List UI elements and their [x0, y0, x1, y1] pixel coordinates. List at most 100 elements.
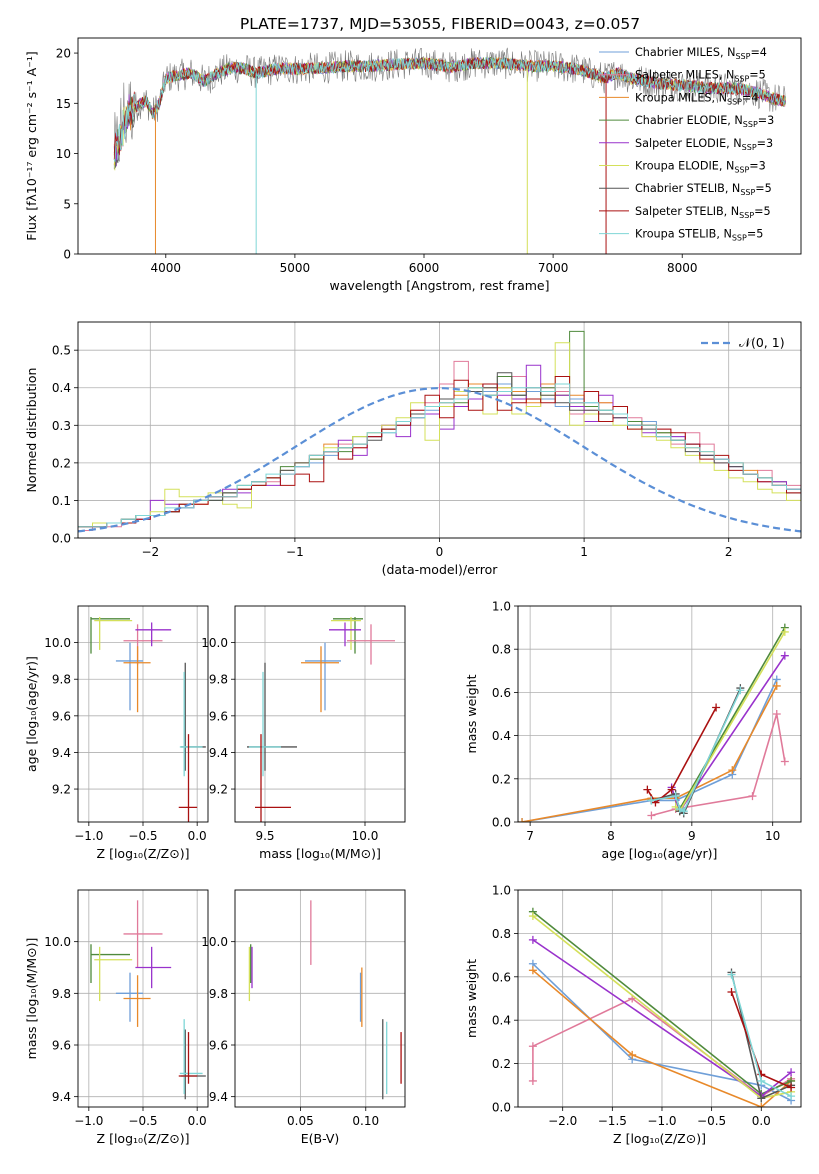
- panel-mass_vs_EBV: 0.05 0.10 9.4 9.6 9.8 10.0 E(B-V): [201, 889, 406, 1146]
- x-tick-label: −1: [286, 545, 304, 559]
- legend-entry-sub: SSP: [727, 97, 742, 106]
- panel-residuals: −2 −1 0 1 2 0.0 0.1 0.2 0.3 0.4 0.5 (data-model)/er…: [24, 321, 802, 577]
- legend-entry: Kroupa STELIB, NSSP=5: [635, 228, 763, 243]
- x-tick-label: 8: [607, 829, 615, 843]
- x-tick-label: −2.0: [548, 1114, 577, 1128]
- axes-frame: [234, 605, 406, 823]
- x-axis-label: Z [log₁₀(Z/Z⊙)]: [97, 1131, 190, 1146]
- legend-entry-suffix: =3: [749, 160, 766, 173]
- panel-weight_vs_age: 7 8 9 10 0.0 0.2 0.4 0.6 0.8 1.0 age [log₁₀(age/yr…: [464, 600, 802, 861]
- legend-entry-sub: SSP: [743, 120, 758, 129]
- panel-mass_vs_Z: −1.0 −0.5 0.0 9.4 9.6 9.8 10.0 Z [log₁₀(Z/Z⊙)] m…: [24, 889, 209, 1146]
- legend-entry-suffix: =3: [757, 137, 774, 150]
- x-tick-label: 0: [436, 545, 444, 559]
- legend-entry-suffix: =4: [742, 91, 759, 104]
- y-tick-label: 9.8: [52, 987, 71, 1001]
- plot-area-weight_vs_age: [518, 623, 789, 822]
- x-tick-label: 0.0: [188, 1114, 207, 1128]
- y-tick-label: 0.3: [52, 419, 71, 433]
- y-tick-label: 0.4: [492, 1014, 511, 1028]
- y-tick-label: 9.6: [52, 1039, 71, 1053]
- y-tick-label: 9.6: [209, 709, 228, 723]
- x-tick-label: 7: [526, 829, 534, 843]
- weight-marker: [671, 792, 680, 801]
- legend-entry-name: Chabrier MILES, N: [635, 46, 735, 59]
- weight-marker: [647, 811, 656, 820]
- y-axis-label: mass [log₁₀(M/M⊙)]: [24, 938, 39, 1060]
- plot-area-residuals: [78, 330, 801, 533]
- legend-entry-name: Salpeter STELIB, N: [635, 205, 739, 218]
- x-tick-label: 2: [725, 545, 733, 559]
- y-tick-label: 5: [63, 197, 71, 211]
- weight-marker: [728, 766, 737, 775]
- x-tick-label: −1.0: [647, 1114, 676, 1128]
- x-tick-label: 5000: [280, 261, 311, 275]
- axes-frame: [517, 889, 802, 1108]
- weight-marker: [518, 818, 527, 822]
- weight-line: [532, 969, 792, 1107]
- x-tick-label: 0.0: [752, 1114, 771, 1128]
- legend-entry-name: Kroupa MILES, N: [635, 91, 727, 104]
- y-tick-label: 9.6: [209, 1039, 228, 1053]
- x-tick-label: −1.5: [598, 1114, 627, 1128]
- weight-marker: [528, 966, 537, 975]
- axes-frame: [517, 605, 802, 823]
- x-tick-label: 0.10: [352, 1114, 379, 1128]
- weight-marker: [736, 686, 745, 695]
- y-axis-label: mass weight: [464, 959, 479, 1038]
- weight-marker: [528, 1076, 537, 1085]
- x-axis-label: mass [log₁₀(M/M⊙)]: [259, 846, 381, 861]
- y-tick-label: 9.6: [52, 709, 71, 723]
- weight-marker: [628, 1050, 637, 1059]
- weight-marker: [757, 1076, 766, 1085]
- x-tick-label: 8000: [667, 261, 698, 275]
- weight-marker: [772, 710, 781, 718]
- legend-entry-sub: SSP: [735, 52, 750, 61]
- y-tick-label: 9.4: [52, 746, 71, 760]
- legend-entry-sub: SSP: [734, 166, 749, 175]
- figure-title: PLATE=1737, MJD=53055, FIBERID=0043, z=0…: [240, 15, 640, 33]
- weight-marker: [780, 757, 789, 766]
- y-tick-label: 0.2: [492, 772, 511, 786]
- legend-entry-suffix: =5: [749, 69, 766, 82]
- legend-entry: 𝒩(0, 1): [739, 335, 785, 350]
- y-tick-label: 9.8: [209, 987, 228, 1001]
- y-tick-label: 0.0: [492, 1101, 511, 1115]
- y-tick-label: 0.4: [52, 381, 71, 395]
- x-tick-label: −2: [141, 545, 159, 559]
- x-tick-label: −0.5: [697, 1114, 726, 1128]
- legend-entry-name: Kroupa STELIB, N: [635, 228, 732, 241]
- weight-marker: [727, 970, 736, 979]
- legend-entry-suffix: =5: [755, 182, 772, 195]
- weight-marker: [528, 912, 537, 921]
- legend-entry-sub: SSP: [742, 143, 757, 152]
- axes-frame: [77, 321, 802, 539]
- legend-entry-suffix: =5: [754, 205, 771, 218]
- y-tick-label: 0.8: [492, 927, 511, 941]
- x-tick-label: −1.0: [74, 829, 103, 843]
- y-tick-label: 10.0: [201, 935, 228, 949]
- legend-entry-name: Chabrier ELODIE, N: [635, 114, 743, 127]
- y-tick-label: 0.8: [492, 643, 511, 657]
- x-tick-label: −0.5: [128, 1114, 157, 1128]
- y-tick-label: 9.2: [52, 783, 71, 797]
- legend-entry-sub: SSP: [740, 188, 755, 197]
- legend-entry-name: Salpeter ELODIE, N: [635, 137, 742, 150]
- weight-marker: [675, 805, 684, 814]
- legend-entry-suffix: =5: [747, 228, 764, 241]
- legend-entry-name: Chabrier STELIB, N: [635, 182, 740, 195]
- residual-legend: 𝒩(0, 1): [701, 335, 785, 350]
- y-tick-label: 0.0: [52, 532, 71, 546]
- legend-entry-suffix: =4: [750, 46, 767, 59]
- y-tick-label: 9.4: [209, 746, 228, 760]
- x-tick-label: −0.5: [128, 829, 157, 843]
- weight-marker: [780, 627, 789, 636]
- legend-entry: Chabrier ELODIE, NSSP=3: [635, 114, 774, 129]
- x-tick-label: 10: [765, 829, 780, 843]
- panel-age_vs_mass: 9.5 10.0 9.2 9.4 9.6 9.8 10.0 mass [log₁₀(M/M⊙)…: [201, 605, 406, 861]
- gaussian-curve: [78, 386, 801, 533]
- plot-area-weight_vs_Z: [528, 907, 796, 1107]
- weight-marker: [787, 1068, 796, 1077]
- y-axis-label: mass weight: [464, 674, 479, 753]
